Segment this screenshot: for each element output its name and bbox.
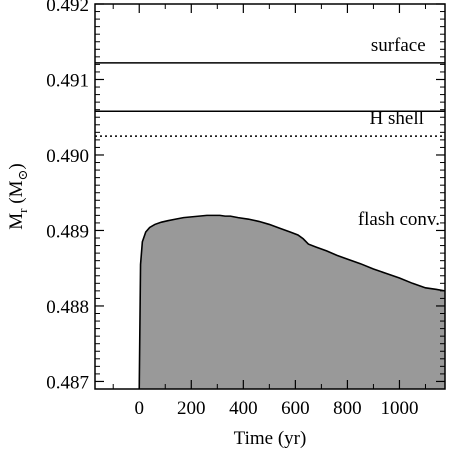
y-tick-label: 0.490 [46,146,89,167]
y-tick-label: 0.488 [46,297,89,318]
x-tick-labels: 0 200 400 600 800 1000 [134,398,418,419]
x-tick-label: 600 [281,398,310,419]
y-tick-label: 0.489 [46,221,89,242]
y-tick-label: 0.487 [46,372,89,393]
y-axis-title-unit-open: (M [6,180,27,208]
y-axis-title-unit-sub: ⊙ [15,170,30,181]
annotation-surface: surface [371,35,426,56]
area-layer [138,214,446,390]
reference-lines [95,62,445,137]
flash-convection-boundary-line [138,214,446,390]
y-axis-title-base: M [6,213,27,230]
x-tick-label: 400 [229,398,258,419]
y-axis-title-sub: r [15,208,30,213]
annotation-flash-conv: flash conv. [358,209,440,230]
y-tick-label: 0.491 [46,70,89,91]
flash-convection-area [139,215,446,389]
x-axis-title: Time (yr) [234,428,307,449]
x-tick-label: 0 [134,398,144,419]
y-tick-labels: 0.487 0.488 0.489 0.490 0.491 0.492 [46,0,89,393]
tick-marks [95,3,445,389]
x-tick-label: 800 [333,398,362,419]
y-tick-label: 0.492 [46,0,89,16]
x-tick-label: 200 [177,398,206,419]
annotation-h-shell: H shell [370,108,424,129]
y-axis-title-unit-close: ) [6,163,27,169]
annotations: surface H shell flash conv. [358,35,440,230]
x-tick-label: 1000 [380,398,418,419]
plot-frame [94,3,446,390]
y-axis-title: Mr (M⊙) [6,163,30,229]
